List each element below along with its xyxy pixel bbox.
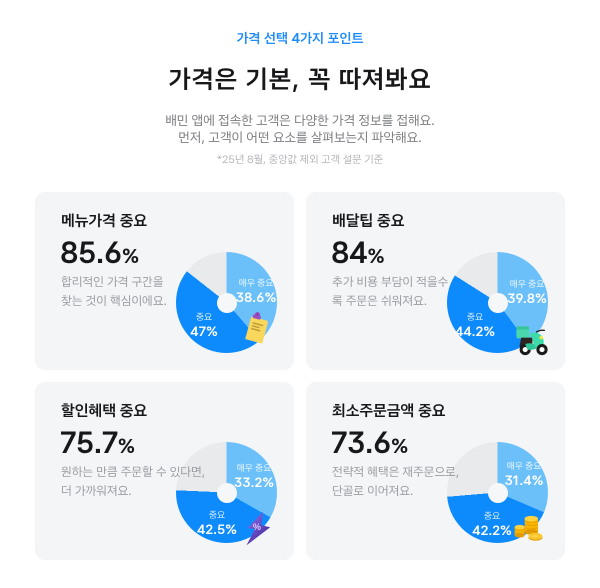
svg-text:%: % bbox=[253, 522, 261, 532]
